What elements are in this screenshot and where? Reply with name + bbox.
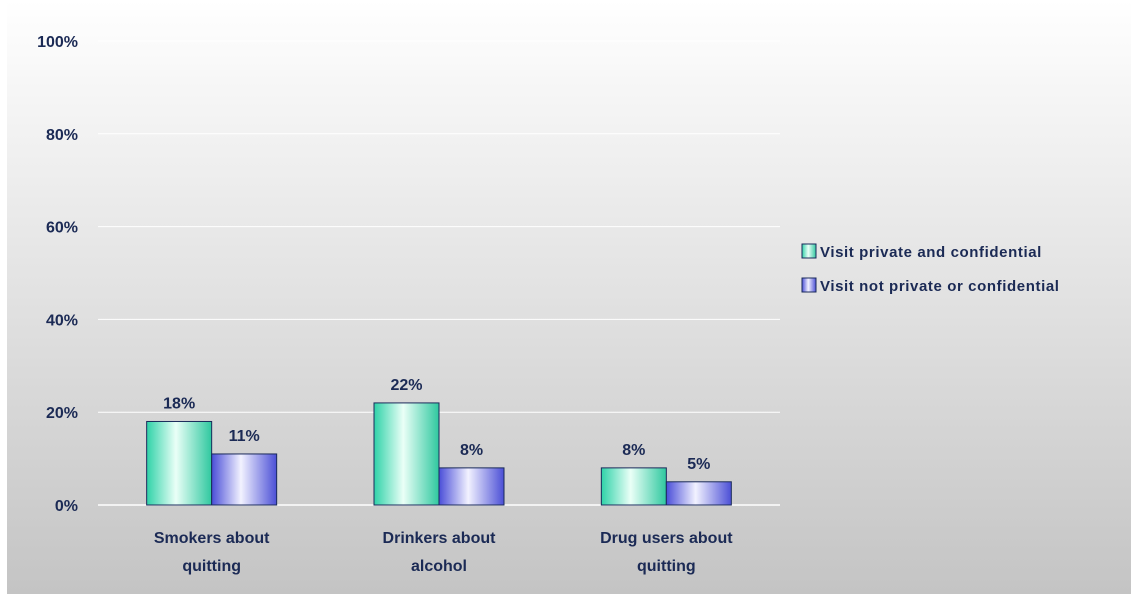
- legend-label: Visit not private or confidential: [820, 278, 1060, 295]
- bars: 18% 11% 22% 8% 8% 5%: [146, 377, 732, 506]
- data-label: 8%: [622, 442, 645, 459]
- bar-private: [373, 402, 440, 506]
- category-label: Smokers about quitting: [154, 530, 270, 575]
- data-label: 22%: [390, 377, 422, 394]
- bar-private: [146, 420, 213, 506]
- bar-not-private: [438, 467, 505, 506]
- y-tick-label: 20%: [46, 405, 78, 422]
- category-label: Drinkers about alcohol: [383, 530, 497, 575]
- y-tick-label: 100%: [37, 34, 78, 51]
- bar-not-private: [665, 481, 732, 506]
- y-tick-label: 60%: [46, 220, 78, 237]
- legend-label: Visit private and confidential: [820, 244, 1042, 261]
- data-label: 18%: [163, 395, 195, 412]
- legend: Visit private and confidential Visit not …: [801, 243, 1060, 295]
- y-tick-label: 0%: [55, 498, 78, 515]
- bar-private: [600, 467, 667, 506]
- legend-swatch: [801, 243, 817, 259]
- data-label: 11%: [229, 428, 260, 445]
- category-label: Drug users about quitting: [600, 530, 733, 575]
- x-axis-categories: Smokers about quitting Drinkers about alcoh…: [154, 530, 733, 575]
- y-tick-label: 80%: [46, 127, 78, 144]
- data-label: 5%: [687, 456, 710, 473]
- y-tick-label: 40%: [46, 312, 78, 329]
- y-axis-ticks: 0% 20% 40% 60% 80% 100%: [37, 34, 78, 515]
- legend-swatch: [801, 277, 817, 293]
- data-label: 8%: [460, 442, 483, 459]
- bar-not-private: [211, 453, 278, 506]
